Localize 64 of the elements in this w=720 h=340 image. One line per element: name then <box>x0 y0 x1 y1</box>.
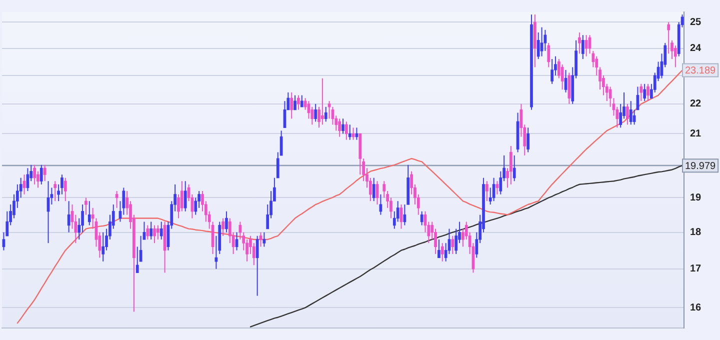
candlestick <box>536 32 540 60</box>
candlestick <box>184 180 187 212</box>
candlestick <box>225 210 228 233</box>
candlestick <box>160 221 163 240</box>
y-tick-label: 24 <box>690 43 702 54</box>
y-tick-label: 16 <box>690 302 702 314</box>
candlestick <box>646 83 650 102</box>
candlestick <box>67 200 70 233</box>
candlestick <box>262 232 266 248</box>
candlestick <box>156 224 160 240</box>
candlestick <box>290 92 294 120</box>
candlestick <box>338 118 342 138</box>
annotation: 23.189 <box>685 66 716 77</box>
candlestick <box>54 180 57 202</box>
candlestick <box>348 124 352 140</box>
candlestick <box>643 83 646 102</box>
candlestick <box>344 121 348 140</box>
candlestick <box>550 58 554 84</box>
candlestick <box>102 232 105 262</box>
candlestick <box>64 177 67 202</box>
candlestick <box>629 100 632 126</box>
candlestick <box>581 34 584 60</box>
candlestick <box>321 78 324 126</box>
candlestick <box>667 22 670 54</box>
y-tick-label: 17 <box>690 264 702 275</box>
candlestick <box>153 224 156 244</box>
candlestick <box>420 210 424 226</box>
candlestick <box>84 197 88 216</box>
candlestick <box>510 146 512 185</box>
candlestick <box>297 94 300 110</box>
candlestick <box>486 180 488 202</box>
candlestick <box>294 94 296 110</box>
candlestick <box>440 242 444 262</box>
candlestick <box>314 103 318 122</box>
ref-line-label: 19.979 <box>685 160 716 172</box>
y-tick-label: 22 <box>690 98 702 110</box>
candlestick <box>640 83 643 102</box>
candlestick <box>136 246 139 274</box>
candlestick <box>438 238 440 258</box>
candlestick <box>150 221 153 240</box>
candlestick <box>259 232 262 248</box>
candlestick <box>256 235 259 296</box>
candlestick <box>578 32 581 54</box>
candlestick <box>584 34 588 57</box>
candlestick <box>451 235 454 255</box>
candlestick <box>300 94 304 108</box>
candlestick <box>342 118 344 134</box>
y-tick-label: 19 <box>690 192 702 204</box>
y-tick-label: 25 <box>690 16 702 28</box>
candlestick <box>512 154 516 182</box>
candlestick <box>40 164 43 185</box>
candlestick <box>146 224 150 240</box>
candlestick <box>526 127 530 153</box>
candlestick <box>33 164 36 185</box>
candlestick <box>547 42 550 68</box>
y-tick-label: 18 <box>690 227 702 238</box>
candlestick <box>43 164 46 182</box>
candlestick <box>222 218 224 236</box>
candlestick <box>626 103 629 126</box>
candlestick <box>88 200 91 226</box>
y-tick-label: 21 <box>690 128 702 140</box>
candlestick <box>540 26 544 57</box>
candlestick <box>324 106 328 122</box>
candlestick <box>372 177 376 202</box>
